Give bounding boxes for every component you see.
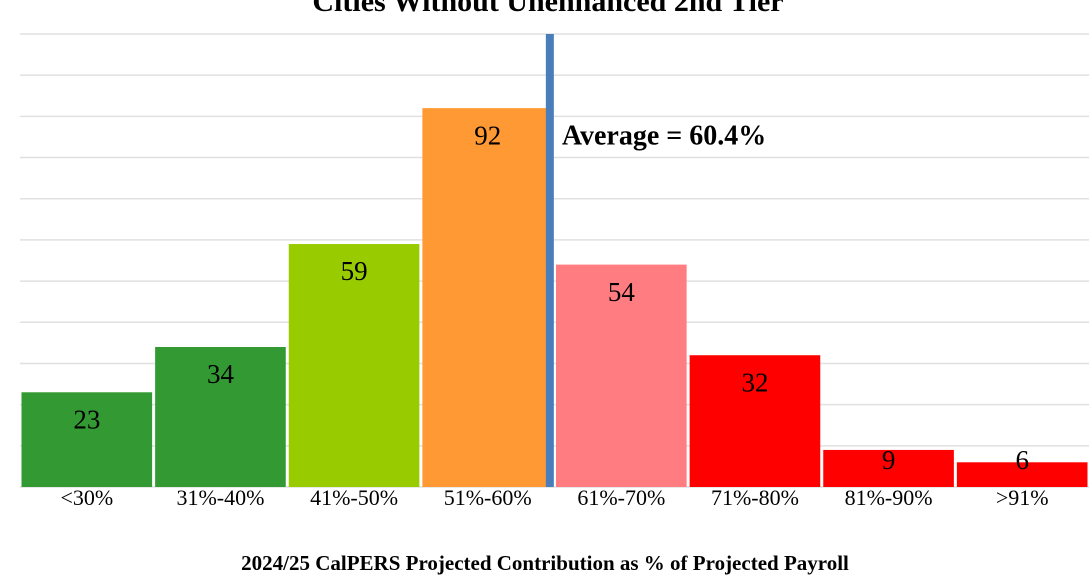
x-tick-label: 51%-60% (444, 485, 532, 510)
data-label: 23 (73, 404, 100, 434)
data-label: 32 (741, 367, 768, 397)
data-label: 6 (1015, 445, 1029, 475)
bar (288, 244, 420, 487)
x-tick-label: 31%-40% (176, 485, 264, 510)
data-label: 34 (207, 359, 235, 389)
bar (422, 108, 553, 488)
bar (689, 355, 821, 487)
x-axis-label: 2024/25 CalPERS Projected Contribution a… (241, 551, 849, 575)
x-tick-label: >91% (996, 485, 1049, 510)
chart-title: Cities Without Unenhanced 2nd Tier (312, 0, 783, 18)
average-label: Average = 60.4% (562, 120, 766, 151)
x-tick-label: 81%-90% (845, 485, 933, 510)
x-tick-label: 61%-70% (577, 485, 665, 510)
data-label: 54 (608, 277, 636, 307)
bar (21, 392, 153, 487)
x-tick-label: <30% (60, 485, 113, 510)
data-label: 9 (882, 445, 896, 475)
data-label: 92 (474, 120, 501, 150)
x-tick-label: 71%-80% (711, 485, 799, 510)
bar (556, 264, 687, 487)
data-label: 59 (341, 256, 368, 286)
bar (956, 462, 1088, 487)
bar (155, 346, 286, 487)
x-tick-label: 41%-50% (310, 485, 398, 510)
bar (823, 449, 954, 487)
